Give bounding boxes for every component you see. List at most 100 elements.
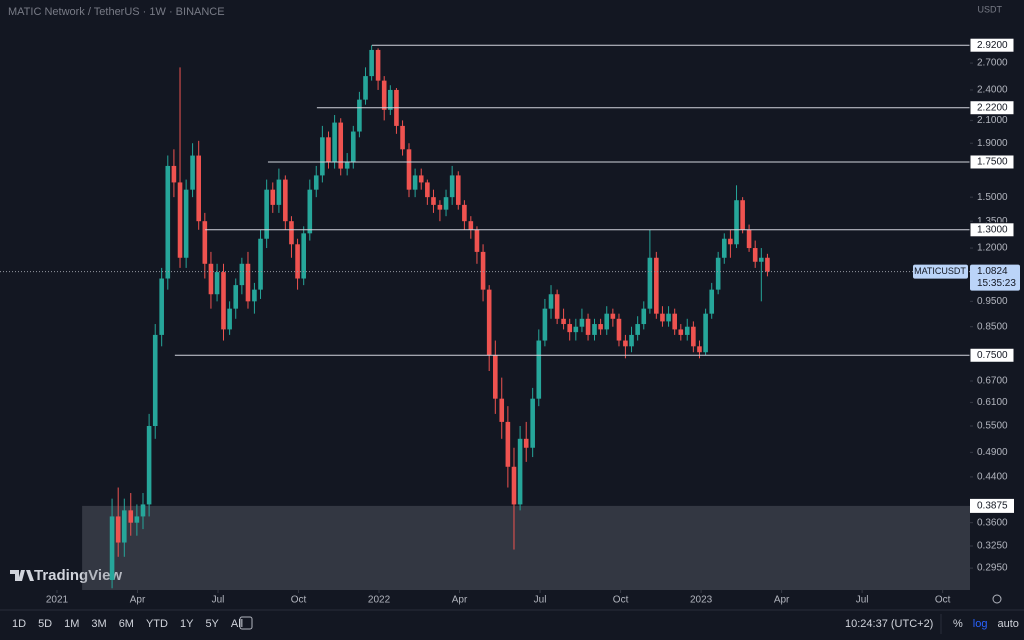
candle-body [536, 340, 542, 399]
range-button[interactable]: All [231, 618, 243, 630]
candle-body [462, 204, 467, 222]
range-button[interactable]: YTD [146, 618, 168, 630]
candle-body [128, 510, 134, 523]
candle-body [400, 125, 405, 150]
y-tick-label: 1.3500 [977, 216, 1008, 227]
candle-body [177, 182, 183, 258]
candle-body [202, 221, 208, 264]
candle-body [295, 244, 300, 279]
range-button[interactable]: 5Y [205, 618, 219, 630]
y-tick-label: 0.3250 [977, 541, 1008, 552]
x-tick-label: 2023 [690, 595, 713, 606]
candle-body [283, 179, 288, 222]
scale-option[interactable]: % [953, 618, 963, 630]
candle-body [629, 334, 634, 347]
candle-body [691, 326, 696, 347]
range-button[interactable]: 3M [91, 618, 106, 630]
candle-body [301, 233, 306, 279]
candle-body [493, 355, 498, 399]
candle-body [208, 263, 214, 295]
candle-body [684, 326, 690, 335]
candle-body [252, 289, 257, 302]
x-tick-label: Jul [534, 595, 547, 606]
range-button[interactable]: 5D [38, 618, 52, 630]
last-price-value: 1.0824 [977, 266, 1008, 277]
candle-body [530, 398, 535, 448]
candle-body [313, 175, 319, 190]
candle-body [152, 334, 158, 427]
candle-body [258, 238, 263, 290]
candle-body [437, 204, 443, 210]
candle-body [214, 272, 220, 295]
candle-body [412, 175, 418, 190]
candle-body [678, 329, 684, 335]
candle-body [196, 155, 202, 222]
candle-body [561, 318, 566, 325]
last-price-name-box [913, 264, 968, 279]
level-label: 1.7500 [977, 157, 1008, 168]
y-tick-label: 1.5000 [977, 192, 1008, 203]
y-tick-label: 2.1000 [977, 115, 1008, 126]
scale-option[interactable]: log [973, 618, 988, 630]
candle-body [159, 278, 164, 335]
candle-body [468, 221, 474, 230]
range-button[interactable]: 1M [64, 618, 79, 630]
candle-body [344, 161, 350, 169]
y-tick-label: 1.2000 [977, 243, 1008, 254]
candle-body [511, 466, 517, 505]
candle-body [122, 510, 127, 543]
zone-label: 0.3875 [977, 501, 1008, 512]
candle-body [752, 248, 758, 262]
range-button[interactable]: 6M [119, 618, 134, 630]
candle-body [369, 49, 374, 77]
candle-body [140, 504, 146, 517]
range-button[interactable]: 1Y [180, 618, 194, 630]
y-tick-label: 0.6100 [977, 397, 1008, 408]
candle-body [654, 257, 659, 314]
y-tick-label: 0.8500 [977, 321, 1008, 332]
candle-body [375, 49, 381, 81]
candle-body [517, 438, 523, 505]
y-tick-label: 2.7000 [977, 58, 1008, 69]
candle-body [721, 238, 727, 258]
candle-body [406, 149, 412, 190]
candle-body [499, 398, 505, 422]
zone-label-box [970, 498, 1014, 513]
x-tick-label: Apr [452, 595, 468, 606]
y-tick-label: 0.5500 [977, 421, 1008, 432]
candle-body [307, 189, 313, 234]
candle-body [425, 182, 430, 198]
candle-body [443, 197, 449, 210]
brand-logo: TradingView [10, 567, 122, 584]
settings-icon[interactable] [992, 594, 1002, 604]
candle-body [734, 200, 739, 245]
candle-body [660, 313, 665, 322]
candle-body [221, 272, 226, 330]
level-label: 2.9200 [977, 40, 1008, 51]
candle-body [567, 324, 572, 333]
candle-body [449, 175, 455, 198]
candle-body [245, 263, 251, 302]
y-tick-label: 0.6700 [977, 376, 1008, 387]
y-tick-label: 0.9500 [977, 296, 1008, 307]
candle-body [480, 251, 486, 290]
candle-body [703, 313, 708, 353]
level-label-box [969, 347, 1015, 363]
date-range-icon[interactable] [239, 616, 253, 630]
range-button[interactable]: 1D [12, 618, 26, 630]
y-tick-label: 0.2950 [977, 563, 1008, 574]
candle-body [233, 285, 239, 309]
candle-body [381, 80, 387, 110]
candle-body [357, 99, 362, 132]
scale-option[interactable]: auto [997, 618, 1018, 630]
candle-body [289, 221, 294, 245]
candle-body [697, 346, 702, 353]
level-label: 1.3000 [977, 224, 1008, 235]
candle-body [326, 137, 331, 162]
last-price-name: MATICUSDT [914, 266, 966, 276]
candle-body [647, 257, 653, 309]
countdown: 15:35:23 [977, 278, 1016, 289]
candle-body [585, 318, 591, 335]
